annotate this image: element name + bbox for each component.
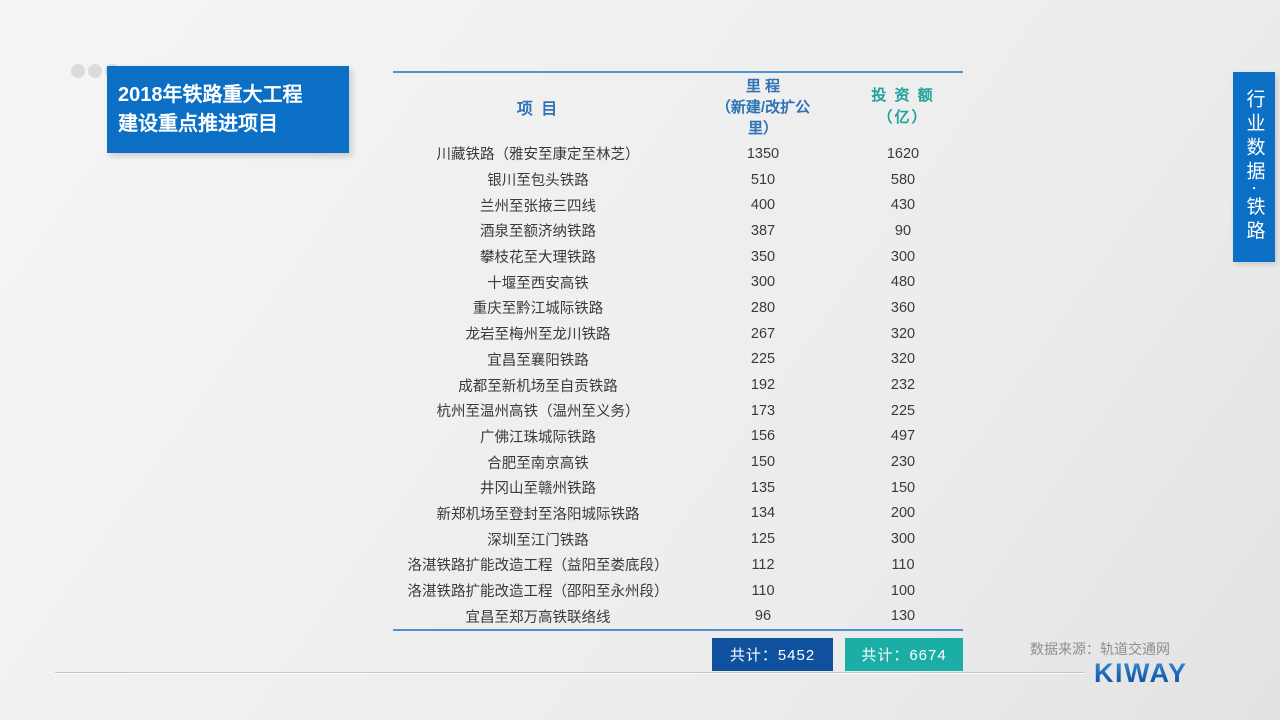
kiway-logo: KIWAY: [1094, 658, 1188, 688]
cell-mileage: 112: [751, 556, 775, 573]
cell-investment: 150: [890, 479, 916, 496]
table-bottom-rule: [393, 629, 963, 632]
cell-mileage: 135: [750, 479, 776, 496]
cell-project: 新郑机场至登封至洛阳城际铁路: [436, 506, 640, 523]
footer-divider: [55, 672, 1085, 674]
cell-mileage: 134: [750, 505, 776, 522]
cell-project: 银川至包头铁路: [487, 173, 589, 190]
projects-table: 项 目 里 程 （新建/改扩公 里） 投 资 额 （亿） 川藏铁路（雅安至康定至…: [393, 71, 963, 632]
cell-investment: 90: [894, 222, 912, 239]
table-row: 洛湛铁路扩能改造工程（邵阳至永州段） 110 100: [393, 578, 963, 604]
cell-mileage: 350: [750, 248, 776, 265]
cell-mileage: 225: [750, 351, 776, 368]
cell-project: 广佛江珠城际铁路: [480, 429, 596, 446]
table-row: 杭州至温州高铁（温州至义务） 173 225: [393, 398, 963, 424]
cell-mileage: 280: [750, 299, 776, 316]
table-row: 深圳至江门铁路 125 300: [393, 526, 963, 552]
cell-investment: 100: [890, 582, 916, 599]
cell-investment: 200: [890, 505, 916, 522]
slide-title: 2018年铁路重大工程 建设重点推进项目: [107, 66, 349, 153]
cell-mileage: 192: [750, 377, 776, 394]
cell-investment: 1620: [886, 145, 920, 162]
cell-mileage: 156: [750, 428, 776, 445]
cell-investment: 225: [890, 402, 916, 419]
cell-project: 龙岩至梅州至龙川铁路: [465, 327, 611, 344]
cell-investment: 230: [890, 454, 916, 471]
table-row: 宜昌至襄阳铁路 225 320: [393, 347, 963, 373]
cell-investment: 320: [890, 325, 916, 342]
cell-mileage: 125: [750, 531, 776, 548]
cell-project: 井冈山至赣州铁路: [480, 481, 596, 498]
cell-project: 十堰至西安高铁: [487, 275, 589, 292]
cell-project: 深圳至江门铁路: [487, 532, 589, 549]
cell-investment: 130: [890, 608, 916, 625]
cell-mileage: 300: [750, 274, 776, 291]
cell-investment: 320: [890, 351, 916, 368]
table-row: 广佛江珠城际铁路 156 497: [393, 424, 963, 450]
cell-mileage: 110: [751, 582, 775, 599]
table-row: 宜昌至郑万高铁联络线 96 130: [393, 603, 963, 629]
cell-project: 成都至新机场至自贡铁路: [458, 378, 618, 395]
table-row: 合肥至南京高铁 150 230: [393, 449, 963, 475]
cell-mileage: 96: [754, 608, 772, 625]
cell-mileage: 150: [750, 454, 776, 471]
table-row: 龙岩至梅州至龙川铁路 267 320: [393, 321, 963, 347]
table-row: 攀枝花至大理铁路 350 300: [393, 244, 963, 270]
cell-investment: 480: [890, 274, 916, 291]
side-tab-label: 行业数据·铁路: [1243, 89, 1265, 245]
cell-investment: 497: [890, 428, 916, 445]
cell-investment: 110: [891, 556, 915, 573]
cell-project: 川藏铁路（雅安至康定至林芝）: [436, 147, 640, 164]
cell-investment: 580: [890, 171, 916, 188]
cell-mileage: 400: [750, 197, 776, 214]
dot: [88, 64, 102, 78]
cell-project: 攀枝花至大理铁路: [480, 250, 596, 267]
table-body: 川藏铁路（雅安至康定至林芝） 1350 1620 银川至包头铁路 510 580…: [393, 141, 963, 629]
table-row: 重庆至黔江城际铁路 280 360: [393, 295, 963, 321]
cell-mileage: 1350: [746, 145, 780, 162]
cell-project: 洛湛铁路扩能改造工程（益阳至娄底段）: [407, 558, 669, 575]
cell-project: 杭州至温州高铁（温州至义务）: [436, 404, 640, 421]
column-header-mileage: 里 程 （新建/改扩公 里）: [715, 77, 811, 137]
cell-project: 兰州至张掖三四线: [480, 198, 596, 215]
cell-mileage: 510: [750, 171, 776, 188]
cell-investment: 300: [890, 531, 916, 548]
table-row: 洛湛铁路扩能改造工程（益阳至娄底段） 112 110: [393, 552, 963, 578]
cell-project: 洛湛铁路扩能改造工程（邵阳至永州段）: [407, 584, 669, 601]
dot: [71, 64, 85, 78]
table-row: 银川至包头铁路 510 580: [393, 167, 963, 193]
table-header-row: 项 目 里 程 （新建/改扩公 里） 投 资 额 （亿）: [393, 73, 963, 141]
table-row: 十堰至西安高铁 300 480: [393, 269, 963, 295]
investment-total-badge: 共计：6674: [845, 638, 963, 671]
table-row: 新郑机场至登封至洛阳城际铁路 134 200: [393, 501, 963, 527]
column-header-investment: 投 资 额 （亿）: [871, 87, 935, 126]
cell-project: 宜昌至襄阳铁路: [487, 352, 589, 369]
column-header-project: 项 目: [516, 101, 560, 118]
table-row: 酒泉至额济纳铁路 387 90: [393, 218, 963, 244]
table-row: 井冈山至赣州铁路 135 150: [393, 475, 963, 501]
table-row: 兰州至张掖三四线 400 430: [393, 192, 963, 218]
cell-mileage: 173: [750, 402, 776, 419]
table-row: 川藏铁路（雅安至康定至林芝） 1350 1620: [393, 141, 963, 167]
cell-investment: 360: [890, 299, 916, 316]
data-source-text: 数据来源：轨道交通网: [1030, 641, 1170, 657]
cell-investment: 430: [890, 197, 916, 214]
table-row: 成都至新机场至自贡铁路 192 232: [393, 372, 963, 398]
slide-title-text: 2018年铁路重大工程 建设重点推进项目: [118, 84, 303, 135]
cell-mileage: 387: [750, 222, 776, 239]
table-top-rule: [393, 71, 963, 73]
cell-project: 合肥至南京高铁: [487, 455, 589, 472]
cell-investment: 232: [890, 377, 916, 394]
cell-mileage: 267: [750, 325, 776, 342]
industry-data-side-tab: 行业数据·铁路: [1233, 72, 1275, 262]
cell-investment: 300: [890, 248, 916, 265]
mileage-total-badge: 共计：5452: [712, 638, 833, 671]
cell-project: 宜昌至郑万高铁联络线: [465, 609, 611, 626]
cell-project: 重庆至黔江城际铁路: [472, 301, 604, 318]
cell-project: 酒泉至额济纳铁路: [480, 224, 596, 241]
